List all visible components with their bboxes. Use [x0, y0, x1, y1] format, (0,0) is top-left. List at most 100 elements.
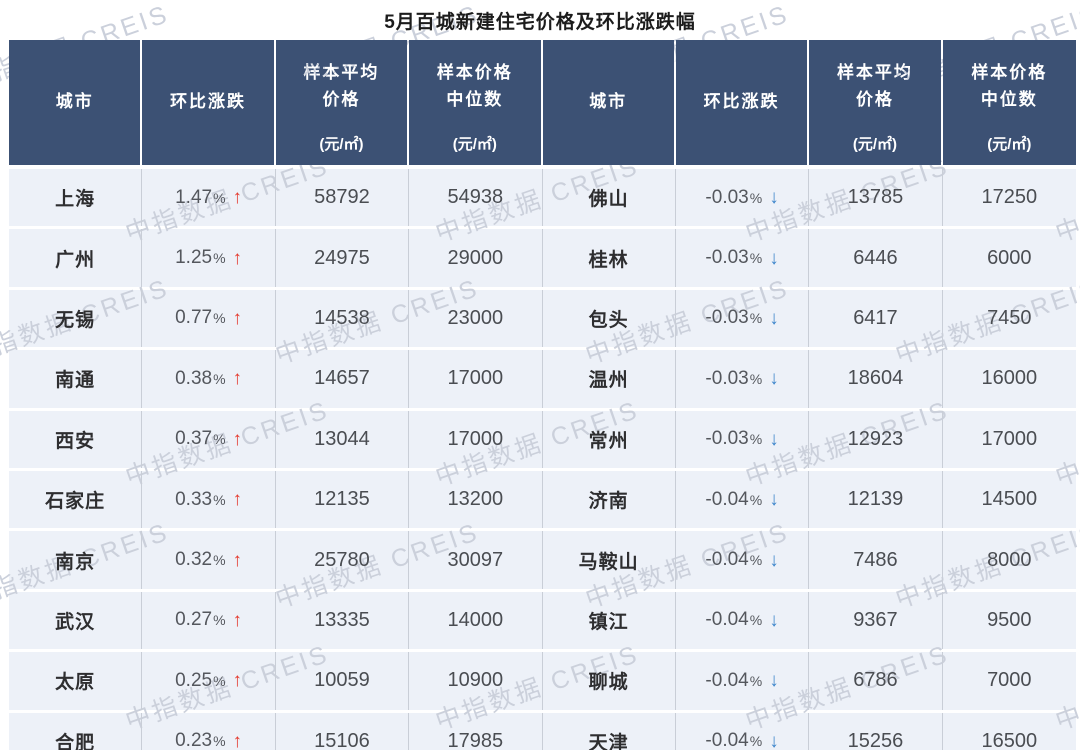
city-cell: 上海 [9, 169, 143, 227]
header-label-line2: 中位数 [446, 89, 504, 109]
header-unit-label: (元/㎡) [852, 136, 898, 153]
avg-price-cell: 13785 [809, 169, 943, 227]
city-name: 镇江 [588, 611, 629, 633]
change-value: -0.03 [705, 307, 749, 329]
up-arrow-icon: ↑ [232, 609, 243, 631]
avg-price-cell: 10059 [275, 652, 410, 710]
change-value: -0.04 [705, 730, 749, 750]
change-cell: -0.04% ↓ [675, 591, 810, 650]
avg-price-cell: 15256 [809, 712, 943, 750]
change-cell: 0.38% ↑ [142, 350, 276, 408]
avg-price-cell: 15106 [275, 712, 410, 750]
percent-sign: % [213, 491, 226, 508]
header-cell-change: 环比涨跌 [142, 40, 276, 165]
table-body: 上海 1.47% ↑ 58792 54938 佛山 -0.03% ↓ 13785 17250 广州 1… [9, 165, 1076, 750]
header-cell-city: 城市 [542, 40, 676, 165]
city-name: 上海 [55, 189, 96, 211]
median-price-cell: 17985 [409, 712, 543, 750]
city-name: 太原 [55, 672, 96, 694]
avg-price-value: 12139 [847, 488, 904, 511]
city-cell: 佛山 [542, 169, 676, 227]
up-arrow-icon: ↑ [232, 307, 243, 329]
change-cell: 1.47% ↑ [142, 169, 276, 227]
median-price-value: 13200 [447, 488, 504, 511]
median-price-cell: 30097 [409, 531, 543, 589]
city-cell: 天津 [542, 712, 676, 750]
header-label: 环比涨跌 [142, 40, 273, 165]
change-cell: 0.77% ↑ [142, 289, 276, 348]
percent-sign: % [749, 310, 763, 327]
median-price-cell: 17000 [942, 410, 1076, 468]
median-price-value: 23000 [447, 306, 504, 329]
avg-price-cell: 12139 [809, 470, 943, 529]
city-cell: 济南 [542, 470, 676, 529]
change-cell: -0.03% ↓ [675, 229, 810, 287]
city-cell: 合肥 [9, 712, 143, 750]
header-label-line1: 样本价格 [971, 63, 1048, 83]
median-price-value: 17250 [981, 186, 1038, 209]
avg-price-value: 7486 [853, 548, 898, 571]
percent-sign: % [749, 189, 763, 206]
avg-price-cell: 9367 [809, 591, 943, 650]
change-value: 0.23 [175, 730, 213, 750]
percent-sign: % [213, 672, 226, 689]
header-unit-label: (元/㎡) [319, 136, 364, 153]
median-price-value: 30097 [447, 548, 504, 571]
down-arrow-icon: ↓ [769, 609, 779, 631]
header-label-line1: 样本平均 [303, 63, 380, 83]
median-price-value: 7000 [987, 669, 1032, 692]
change-value: -0.03 [705, 247, 749, 269]
avg-price-cell: 58792 [275, 169, 410, 227]
change-value: -0.04 [705, 669, 749, 691]
table-row: 石家庄 0.33% ↑ 12135 13200 济南 -0.04% ↓ 12139 14500 [9, 467, 1076, 529]
median-price-value: 16000 [981, 367, 1038, 390]
header-label-line1: 环比涨跌 [703, 92, 780, 112]
header-cell-avg-price: 样本平均 价格 (元/㎡) [275, 40, 410, 165]
median-price-value: 17985 [447, 729, 504, 750]
avg-price-cell: 6417 [809, 289, 943, 348]
header-label-line1: 城市 [55, 92, 94, 112]
percent-sign: % [749, 612, 763, 629]
avg-price-cell: 7486 [809, 531, 943, 589]
median-price-value: 29000 [447, 246, 504, 269]
avg-price-cell: 12135 [275, 470, 410, 529]
median-price-value: 8000 [987, 548, 1032, 571]
avg-price-cell: 13335 [275, 591, 410, 650]
median-price-cell: 17000 [409, 410, 543, 468]
up-arrow-icon: ↑ [232, 187, 243, 209]
avg-price-value: 13335 [314, 608, 370, 631]
header-label-line2: 中位数 [980, 89, 1038, 109]
change-cell: 0.33% ↑ [142, 470, 276, 529]
percent-sign: % [749, 672, 763, 689]
median-price-cell: 16500 [942, 712, 1076, 750]
header-cell-city: 城市 [9, 40, 143, 165]
header-label: 样本价格 中位数 [943, 40, 1076, 133]
percent-sign: % [749, 370, 763, 387]
percent-sign: % [213, 733, 226, 750]
table-row: 武汉 0.27% ↑ 13335 14000 镇江 -0.04% ↓ 9367 9500 [9, 588, 1076, 650]
city-name: 武汉 [55, 611, 96, 633]
percent-sign: % [749, 250, 763, 267]
avg-price-cell: 12923 [809, 410, 943, 468]
change-value: -0.03 [705, 367, 749, 389]
header-label-line1: 城市 [589, 92, 628, 112]
table-row: 上海 1.47% ↑ 58792 54938 佛山 -0.03% ↓ 13785 17250 [9, 165, 1076, 227]
change-cell: -0.03% ↓ [675, 289, 810, 348]
table-row: 西安 0.37% ↑ 13044 17000 常州 -0.03% ↓ 12923 17000 [9, 407, 1076, 468]
change-value: 0.25 [175, 669, 213, 691]
up-arrow-icon: ↑ [232, 428, 243, 450]
avg-price-cell: 24975 [275, 229, 410, 287]
median-price-value: 17000 [981, 427, 1038, 450]
city-name: 西安 [55, 430, 96, 452]
city-name: 温州 [588, 370, 629, 392]
city-cell: 温州 [542, 350, 676, 408]
median-price-cell: 14500 [942, 470, 1076, 529]
median-price-cell: 9500 [942, 591, 1076, 650]
city-name: 包头 [588, 309, 629, 331]
avg-price-cell: 14538 [275, 289, 410, 348]
change-value: 1.25 [175, 247, 213, 269]
change-value: 0.77 [175, 307, 213, 329]
median-price-cell: 54938 [409, 169, 543, 227]
header-label: 样本价格 中位数 [409, 40, 540, 133]
header-unit-label: (元/㎡) [452, 136, 497, 153]
